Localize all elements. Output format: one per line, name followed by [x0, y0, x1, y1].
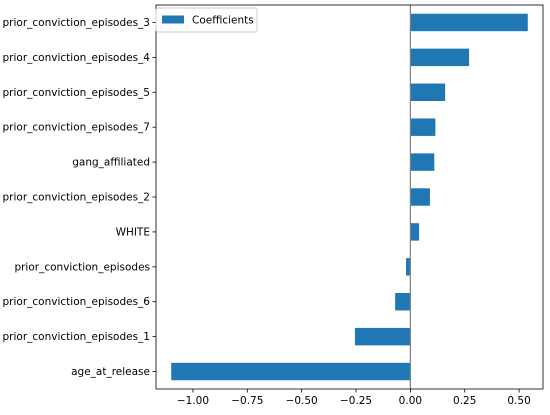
y-tick-label: WHITE — [116, 226, 150, 238]
x-tick-label: 0.50 — [507, 395, 530, 407]
y-tick-label: prior_conviction_episodes_5 — [3, 87, 150, 99]
bar-prior_conviction_episodes_6 — [395, 293, 411, 311]
legend-swatch — [162, 15, 184, 24]
bar-prior_conviction_episodes_7 — [410, 118, 436, 136]
legend-box — [155, 7, 258, 33]
x-tick-label: −1.00 — [177, 395, 209, 407]
legend-label: Coefficients — [192, 15, 254, 27]
y-tick-label: gang_affiliated — [72, 157, 150, 169]
y-tick-label: prior_conviction_episodes — [14, 261, 150, 273]
x-axis-layer: −1.00 −0.75 −0.50 −0.25 0.00 0.25 0.50 — [177, 389, 531, 407]
y-axis-layer: prior_conviction_episodes_3 prior_convict… — [3, 17, 156, 378]
plot-frame-layer — [155, 4, 544, 390]
x-tick-label: 0.00 — [399, 395, 422, 407]
x-tick-label: −0.75 — [231, 395, 263, 407]
bar-WHITE — [410, 223, 420, 241]
bar-prior_conviction_episodes_3 — [410, 13, 528, 32]
bar-prior_conviction_episodes_4 — [410, 48, 470, 67]
bar-gang_affiliated — [410, 153, 435, 171]
bar-prior_conviction_episodes_2 — [410, 188, 430, 206]
bar-prior_conviction_episodes_5 — [410, 83, 446, 101]
y-tick-label: age_at_release — [71, 366, 150, 378]
bar-age_at_release — [171, 362, 411, 381]
bar-prior_conviction_episodes — [406, 258, 411, 276]
bar-prior_conviction_episodes_1 — [354, 327, 411, 346]
plot-area-frame — [155, 4, 544, 390]
bars-layer — [171, 13, 528, 381]
x-tick-label: 0.25 — [453, 395, 476, 407]
y-tick-label: prior_conviction_episodes_7 — [3, 122, 150, 134]
legend: Coefficients — [155, 7, 258, 33]
y-tick-label: prior_conviction_episodes_6 — [3, 296, 151, 308]
y-tick-label: prior_conviction_episodes_3 — [3, 17, 150, 29]
y-tick-label: prior_conviction_episodes_1 — [3, 331, 150, 343]
y-tick-label: prior_conviction_episodes_2 — [3, 192, 150, 204]
x-tick-label: −0.25 — [340, 395, 372, 407]
y-tick-label: prior_conviction_episodes_4 — [3, 52, 151, 64]
x-tick-label: −0.50 — [286, 395, 318, 407]
